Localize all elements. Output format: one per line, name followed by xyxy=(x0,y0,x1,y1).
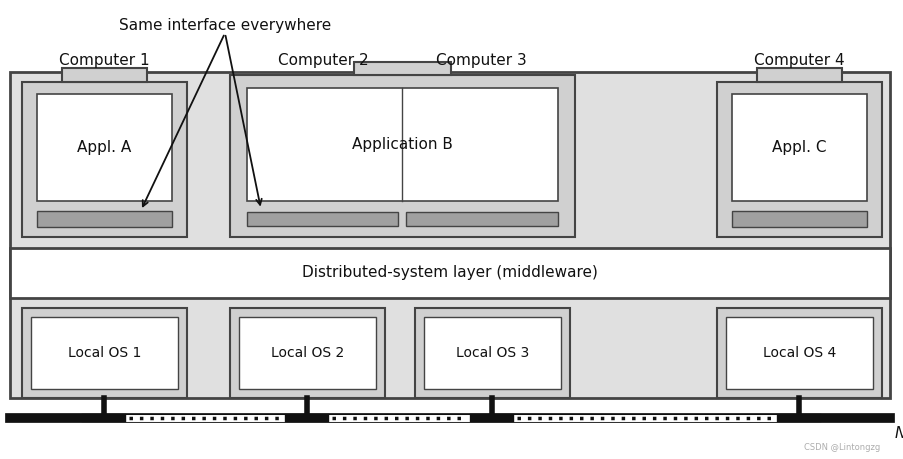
Text: Local OS 4: Local OS 4 xyxy=(762,346,835,360)
Text: Computer 1: Computer 1 xyxy=(59,53,150,68)
Text: Computer 3: Computer 3 xyxy=(436,53,526,68)
Bar xyxy=(756,68,842,82)
Text: Local OS 1: Local OS 1 xyxy=(68,346,141,360)
Text: Computer 4: Computer 4 xyxy=(753,53,844,68)
Bar xyxy=(247,212,398,226)
Text: Application B: Application B xyxy=(351,137,452,152)
Text: Appl. C: Appl. C xyxy=(771,140,826,156)
Bar xyxy=(731,95,866,202)
Bar xyxy=(414,308,570,398)
Bar xyxy=(22,82,187,237)
Bar xyxy=(37,212,172,227)
Text: CSDN @Lintongzg: CSDN @Lintongzg xyxy=(803,443,879,452)
Text: Same interface everywhere: Same interface everywhere xyxy=(118,18,330,33)
Bar xyxy=(725,317,872,389)
Text: Local OS 2: Local OS 2 xyxy=(271,346,344,360)
Bar xyxy=(716,308,881,398)
Bar xyxy=(424,317,561,389)
Bar xyxy=(731,212,866,227)
Bar xyxy=(229,75,574,237)
Bar xyxy=(22,308,187,398)
Bar xyxy=(10,72,889,398)
Bar xyxy=(37,95,172,202)
Bar xyxy=(406,212,557,226)
Bar xyxy=(247,88,557,202)
Bar xyxy=(354,62,451,75)
Text: Computer 2: Computer 2 xyxy=(277,53,368,68)
Text: Distributed-system layer (middleware): Distributed-system layer (middleware) xyxy=(302,265,597,280)
Bar xyxy=(10,248,889,298)
Text: Appl. A: Appl. A xyxy=(78,140,132,156)
Text: Local OS 3: Local OS 3 xyxy=(455,346,528,360)
Bar xyxy=(238,317,376,389)
Bar xyxy=(716,82,881,237)
Bar xyxy=(229,308,385,398)
Bar xyxy=(31,317,178,389)
Bar xyxy=(61,68,147,82)
Text: Network: Network xyxy=(894,426,903,441)
